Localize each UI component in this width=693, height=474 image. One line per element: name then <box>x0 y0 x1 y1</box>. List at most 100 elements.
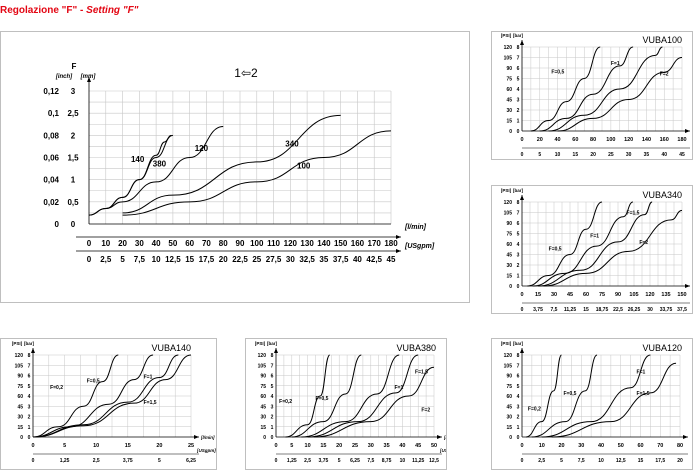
y-tick-inch: 0,08 <box>43 131 59 140</box>
x2-tick: 5 <box>120 255 125 264</box>
y-tick-bar: 5 <box>517 384 520 390</box>
y-tick-mm: 3 <box>71 87 76 96</box>
x2-tick: 0 <box>521 458 524 464</box>
x2-tick: 40 <box>661 152 667 158</box>
series-label-100: 100 <box>297 162 311 171</box>
x-axis-label: [l/min] <box>404 224 427 231</box>
series-label: F=0,5 <box>87 379 100 385</box>
x-axis-line-head <box>685 284 690 288</box>
y-tick-bar: 6 <box>28 374 31 380</box>
y-axis-line-head <box>31 348 35 353</box>
y-tick-bar: 2 <box>517 415 520 421</box>
x2-tick: 42,5 <box>366 255 382 264</box>
y-tick-psi: 15 <box>260 425 266 431</box>
x-axis-line-head <box>437 435 442 439</box>
y-tick-bar: 3 <box>517 98 520 104</box>
x2-tick: 12,5 <box>429 458 439 464</box>
x-tick: 50 <box>618 443 624 449</box>
x-tick: 25 <box>352 443 358 449</box>
y-tick-psi: 0 <box>509 284 512 290</box>
x-tick: 20 <box>336 443 342 449</box>
y-tick-bar: 7 <box>271 363 274 369</box>
x-tick: 50 <box>168 239 177 248</box>
x-tick: 160 <box>660 137 669 143</box>
x-tick: 10 <box>101 239 110 248</box>
heading-setting: Setting "F" <box>86 5 138 16</box>
x2-tick: 25 <box>608 152 614 158</box>
x-tick: 170 <box>368 239 382 248</box>
x2-tick: 37,5 <box>333 255 349 264</box>
y-axis-line-head <box>274 348 278 353</box>
x-tick: 0 <box>31 443 34 449</box>
x-tick: 60 <box>572 137 578 143</box>
x-tick: 40 <box>598 443 604 449</box>
x2-tick: 10 <box>152 255 161 264</box>
x2-axis-label: [USgpm] <box>196 448 216 453</box>
x2-tick: 1,25 <box>287 458 297 464</box>
y-tick-bar: 7 <box>517 363 520 369</box>
x-axis-line-head <box>685 129 690 133</box>
series-label: F=1,5 <box>637 391 650 397</box>
x2-tick: 30 <box>647 307 653 313</box>
x-tick: 80 <box>590 137 596 143</box>
x2-tick: 7,5 <box>134 255 146 264</box>
x2-tick: 15 <box>573 152 579 158</box>
y-tick-psi: 0 <box>20 435 23 441</box>
x2-tick: 30 <box>626 152 632 158</box>
y-tick-psi: 45 <box>260 404 266 410</box>
chart-title: VUBA100 <box>642 35 682 45</box>
x-tick: 20 <box>537 137 543 143</box>
x-tick: 140 <box>317 239 331 248</box>
y-tick-psi: 45 <box>506 98 512 104</box>
x-tick: 0 <box>520 137 523 143</box>
x2-tick: 2,5 <box>538 458 545 464</box>
x-tick: 160 <box>351 239 365 248</box>
x2-tick: 10 <box>400 458 406 464</box>
chart-symbol: 1⇦2 <box>234 66 258 80</box>
y-tick-psi: 90 <box>506 374 512 380</box>
x2-tick: 11,25 <box>412 458 424 464</box>
y-tick-mm: 0,5 <box>67 198 79 207</box>
series-label-120: 120 <box>195 144 209 153</box>
y-tick-bar: 8 <box>517 45 520 51</box>
y-tick-mm: 1 <box>71 176 76 185</box>
x-tick: 100 <box>250 239 264 248</box>
x2-tick: 12,5 <box>165 255 181 264</box>
x-tick: 20 <box>156 443 162 449</box>
x-tick: 120 <box>645 292 654 298</box>
series-label: F=0,2 <box>50 385 63 391</box>
x2-axis-label: [USgpm] <box>439 448 446 453</box>
y-tick-bar: 7 <box>517 56 520 62</box>
series-label: F=0,5 <box>551 69 564 75</box>
y-tick-bar: 6 <box>517 374 520 380</box>
x-tick: 60 <box>637 443 643 449</box>
x2-tick: 17,5 <box>655 458 665 464</box>
x-tick: 10 <box>539 443 545 449</box>
y-tick-psi: 60 <box>506 242 512 248</box>
vuba100-chart: [PSI][bar]VUBA10001234567801530456075901… <box>492 32 692 159</box>
y-axis-label: F <box>72 62 77 71</box>
bar-unit: [bar] <box>513 188 524 193</box>
y-tick-inch: 0,04 <box>43 176 59 185</box>
x-tick: 80 <box>677 443 683 449</box>
x2-tick: 15 <box>185 255 194 264</box>
x-tick: 60 <box>583 292 589 298</box>
series-label: F=2 <box>660 71 669 77</box>
psi-unit: [PSI] <box>12 341 23 346</box>
x-tick: 60 <box>185 239 194 248</box>
series-line-140 <box>89 135 171 215</box>
x2-tick: 7,5 <box>367 458 374 464</box>
y-tick-bar: 6 <box>517 66 520 72</box>
y-unit-mm: [mm] <box>80 74 97 80</box>
x2-axis-arrow-head <box>396 249 401 253</box>
x-tick: 10 <box>305 443 311 449</box>
psi-unit: [PSI] <box>501 188 512 193</box>
x-tick: 140 <box>642 137 651 143</box>
series-label: F=1 <box>144 375 153 381</box>
series-label-340: 340 <box>285 139 299 148</box>
bar-unit: [bar] <box>267 341 278 346</box>
x2-tick: 18,75 <box>596 307 609 313</box>
x2-tick: 27,5 <box>266 255 282 264</box>
